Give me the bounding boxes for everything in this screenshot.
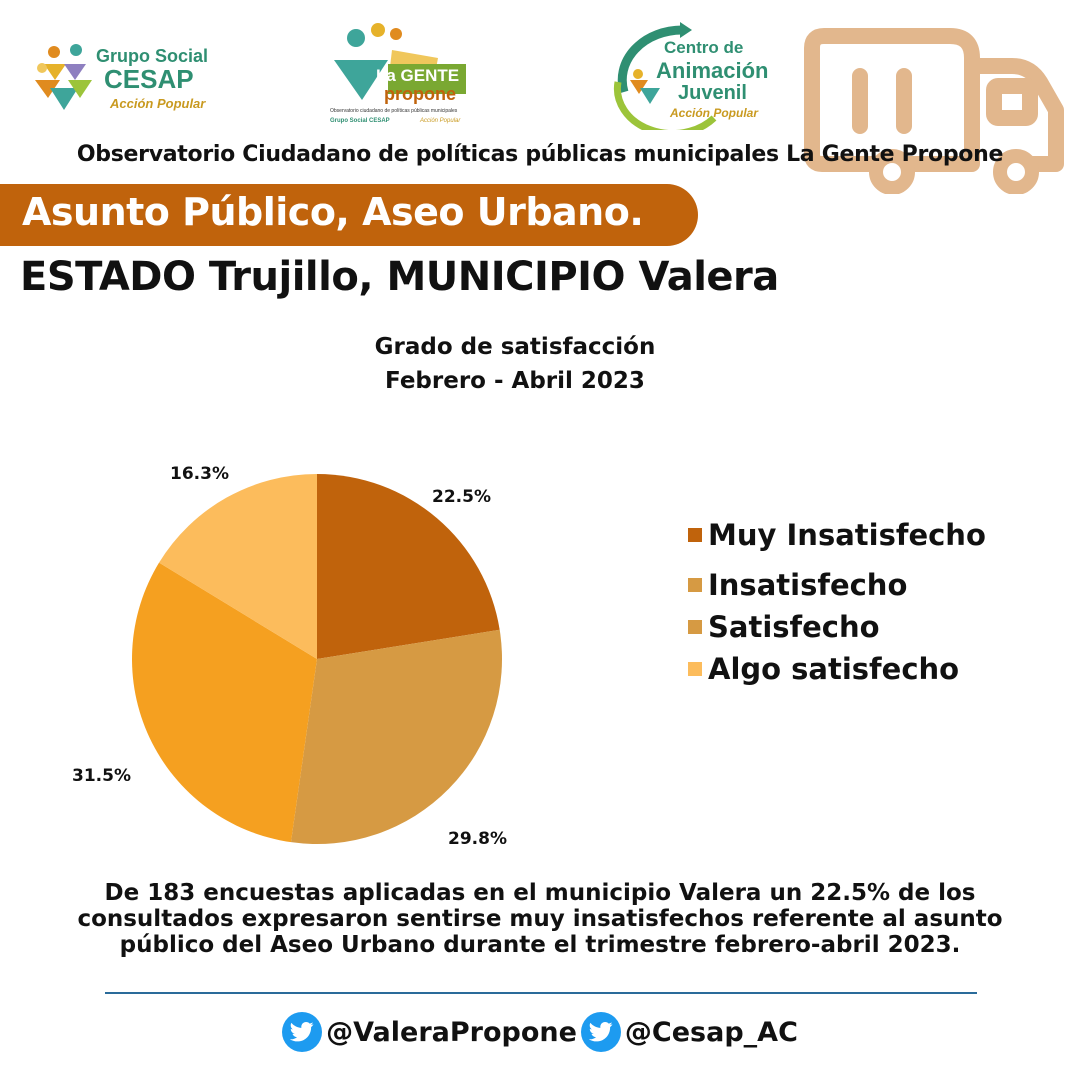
social-handle-cesap[interactable]: @Cesap_AC [580,1012,798,1052]
cesap-logo-mark [35,44,92,110]
chart-title: Grado de satisfacción [374,334,656,360]
legend-swatch [688,620,702,634]
legend-label: Muy Insatisfecho [708,518,986,552]
social-handle-cesap-text: @Cesap_AC [624,1016,798,1048]
la-gente-logo-line4: Grupo Social CESAP [330,118,390,124]
pie-slice-muy-insatisfecho [317,474,500,659]
legend-label: Satisfecho [708,610,880,644]
legend-item-satisfecho: Satisfecho [688,610,880,644]
social-handle-valera[interactable]: @ValeraPropone [282,1012,577,1052]
la-gente-propone-logo: La GENTE propone Observatorio ciudadano … [328,20,473,132]
slice-label-muy-insatisfecho: 22.5% [432,487,491,507]
centro-logo-line2: Animación [656,58,769,83]
truck-icon [804,28,1064,194]
slice-label-satisfecho: 31.5% [72,766,131,786]
twitter-icon [282,1012,323,1052]
observatory-title: Observatorio Ciudadano de políticas públ… [76,142,1004,167]
la-gente-logo-line3: Observatorio ciudadano de políticas públ… [330,108,458,114]
legend-label: Insatisfecho [708,568,908,602]
legend-swatch [688,662,702,676]
pie-slice-algo-satisfecho [159,474,317,659]
la-gente-logo-line5: Acción Popular [420,118,461,124]
slice-label-algo-satisfecho: 16.3% [170,464,229,484]
la-gente-logo-line1: La GENTE [376,66,460,85]
centro-logo-line3: Juvenil [678,82,747,104]
pie-slice-satisfecho [131,562,317,843]
cesap-logo: Grupo Social CESAP Acción Popular [30,38,220,118]
social-handle-valera-text: @ValeraPropone [326,1016,577,1048]
legend-swatch [688,578,702,592]
topic-banner [0,184,698,246]
location-title: ESTADO Trujillo, MUNICIPIO Valera [20,254,779,300]
social-handles: @ValeraPropone @Cesap_AC [0,1012,1080,1052]
la-gente-logo-line2: propone [384,84,456,104]
centro-logo-line4: Acción Popular [670,106,759,120]
divider [105,992,977,994]
pie-slice-insatisfecho [290,629,502,844]
legend-item-muy-insatisfecho: Muy Insatisfecho [688,518,986,552]
topic-banner-text: Asunto Público, Aseo Urbano. [22,190,644,234]
centro-animacion-logo: Centro de Animación Juvenil Acción Popul… [604,22,769,130]
cesap-logo-line3: Acción Popular [110,96,206,111]
slice-label-insatisfecho: 29.8% [448,829,507,849]
legend-swatch [688,528,702,542]
legend-item-algo-satisfecho: Algo satisfecho [688,652,959,686]
centro-animacion-logo-mark [613,22,717,130]
legend-label: Algo satisfecho [708,652,960,686]
legend-item-insatisfecho: Insatisfecho [688,568,907,602]
summary-text: De 183 encuestas aplicadas en el municip… [77,880,1003,958]
twitter-icon [580,1012,621,1052]
cesap-logo-line2: CESAP [104,64,194,94]
chart-subtitle: Febrero - Abril 2023 [385,368,645,394]
cesap-logo-line1: Grupo Social [96,46,209,66]
centro-logo-line1: Centro de [664,38,744,57]
la-gente-propone-logo-mark [334,23,466,100]
